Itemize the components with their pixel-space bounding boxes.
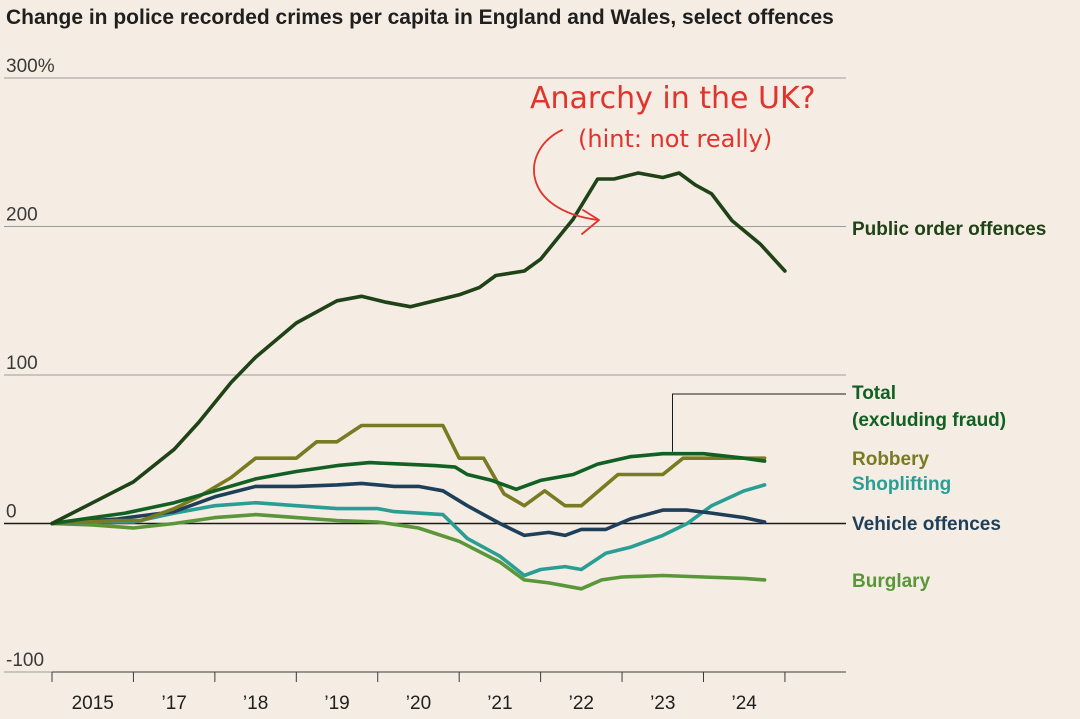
series-line-public-order-offences	[50, 171, 787, 526]
x-tick-label: ’18	[243, 693, 268, 714]
x-tick-label: ’21	[487, 693, 512, 714]
x-tick-label: 2015	[72, 693, 114, 714]
x-axis: 2015 ’17 ’18 ’19 ’20 ’21 ’22 ’23 ’24	[51, 671, 846, 714]
x-tick-label: ’24	[732, 693, 758, 714]
series-lines	[50, 171, 787, 591]
chart-title: Change in police recorded crimes per cap…	[6, 6, 834, 29]
annotation-sub: (hint: not really)	[578, 125, 772, 153]
y-tick-label: 300%	[6, 56, 55, 77]
y-tick-label: 100	[6, 353, 38, 374]
y-tick-label: 200	[6, 205, 38, 226]
x-tick-label: ’19	[324, 693, 349, 714]
x-tick-label: ’17	[161, 693, 186, 714]
series-line-robbery	[50, 423, 767, 526]
label-total: Total (excluding fraud)	[852, 383, 1006, 431]
y-tick-label: 0	[6, 502, 17, 523]
series-labels: Public order offences Robbery Shoplifting V…	[852, 219, 1046, 592]
y-tick-label: -100	[6, 650, 44, 671]
gridlines	[4, 77, 846, 673]
label-public-order: Public order offences	[852, 219, 1046, 240]
x-tick-label: ’23	[650, 693, 675, 714]
annotation: Anarchy in the UK? (hint: not really)	[530, 81, 816, 235]
label-robbery: Robbery	[852, 449, 930, 470]
callouts	[672, 393, 846, 452]
series-line-total-excluding-fraud	[50, 451, 767, 526]
x-tick-label: ’20	[406, 693, 431, 714]
label-shoplifting: Shoplifting	[852, 474, 951, 495]
label-burglary: Burglary	[852, 571, 931, 592]
annotation-arrowhead	[581, 209, 600, 235]
series-line-vehicle-offences	[50, 481, 767, 538]
x-tick-label: ’22	[569, 693, 594, 714]
annotation-arrow	[533, 129, 599, 221]
total-callout-line	[672, 393, 846, 452]
series-line-shoplifting	[50, 483, 767, 578]
y-axis: 300% 200 100 0 -100	[6, 56, 55, 671]
series-line-burglary	[50, 512, 767, 591]
annotation-main: Anarchy in the UK?	[530, 81, 816, 116]
label-vehicle: Vehicle offences	[852, 514, 1001, 535]
